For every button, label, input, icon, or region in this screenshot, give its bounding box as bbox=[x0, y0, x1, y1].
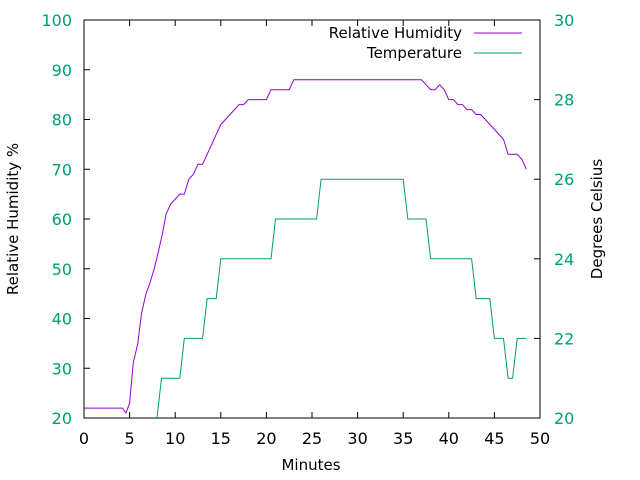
left-tick-label: 60 bbox=[52, 210, 72, 229]
right-axis-title: Degrees Celsius bbox=[588, 159, 606, 280]
right-tick-label: 26 bbox=[554, 170, 574, 189]
left-axis-ticks: 20 30 40 50 60 70 80 90 100 bbox=[41, 11, 90, 428]
relative-humidity-series bbox=[84, 79, 527, 415]
left-tick-label: 70 bbox=[52, 160, 72, 179]
x-tick-label: 10 bbox=[165, 429, 185, 448]
left-tick-label: 30 bbox=[52, 359, 72, 378]
left-tick-label: 40 bbox=[52, 310, 72, 329]
x-tick-label: 15 bbox=[211, 429, 231, 448]
legend-label-humidity: Relative Humidity bbox=[329, 24, 462, 42]
left-tick-label: 90 bbox=[52, 61, 72, 80]
left-axis-title: Relative Humidity % bbox=[4, 143, 22, 295]
right-axis-ticks: 20 22 24 26 28 30 bbox=[534, 11, 574, 428]
legend-label-temperature: Temperature bbox=[366, 44, 462, 62]
x-tick-label: 50 bbox=[530, 429, 550, 448]
left-tick-label: 50 bbox=[52, 260, 72, 279]
x-tick-label: 35 bbox=[393, 429, 413, 448]
x-axis-title: Minutes bbox=[281, 456, 340, 474]
left-tick-label: 80 bbox=[52, 111, 72, 130]
series-line bbox=[84, 79, 527, 415]
x-tick-label: 45 bbox=[484, 429, 504, 448]
x-tick-label: 0 bbox=[79, 429, 89, 448]
legend: Relative Humidity Temperature bbox=[329, 24, 522, 62]
right-tick-label: 30 bbox=[554, 11, 574, 30]
temperature-series bbox=[156, 178, 527, 419]
series-line bbox=[156, 178, 527, 419]
x-tick-label: 5 bbox=[125, 429, 135, 448]
right-tick-label: 20 bbox=[554, 409, 574, 428]
x-axis-ticks: 0 5 10 15 20 25 30 35 40 45 50 bbox=[79, 20, 550, 448]
right-tick-label: 28 bbox=[554, 91, 574, 110]
right-tick-label: 24 bbox=[554, 250, 574, 269]
left-tick-label: 100 bbox=[41, 11, 72, 30]
x-tick-label: 40 bbox=[439, 429, 459, 448]
x-tick-label: 20 bbox=[256, 429, 276, 448]
x-tick-label: 25 bbox=[302, 429, 322, 448]
right-tick-label: 22 bbox=[554, 329, 574, 348]
x-tick-label: 30 bbox=[347, 429, 367, 448]
left-tick-label: 20 bbox=[52, 409, 72, 428]
